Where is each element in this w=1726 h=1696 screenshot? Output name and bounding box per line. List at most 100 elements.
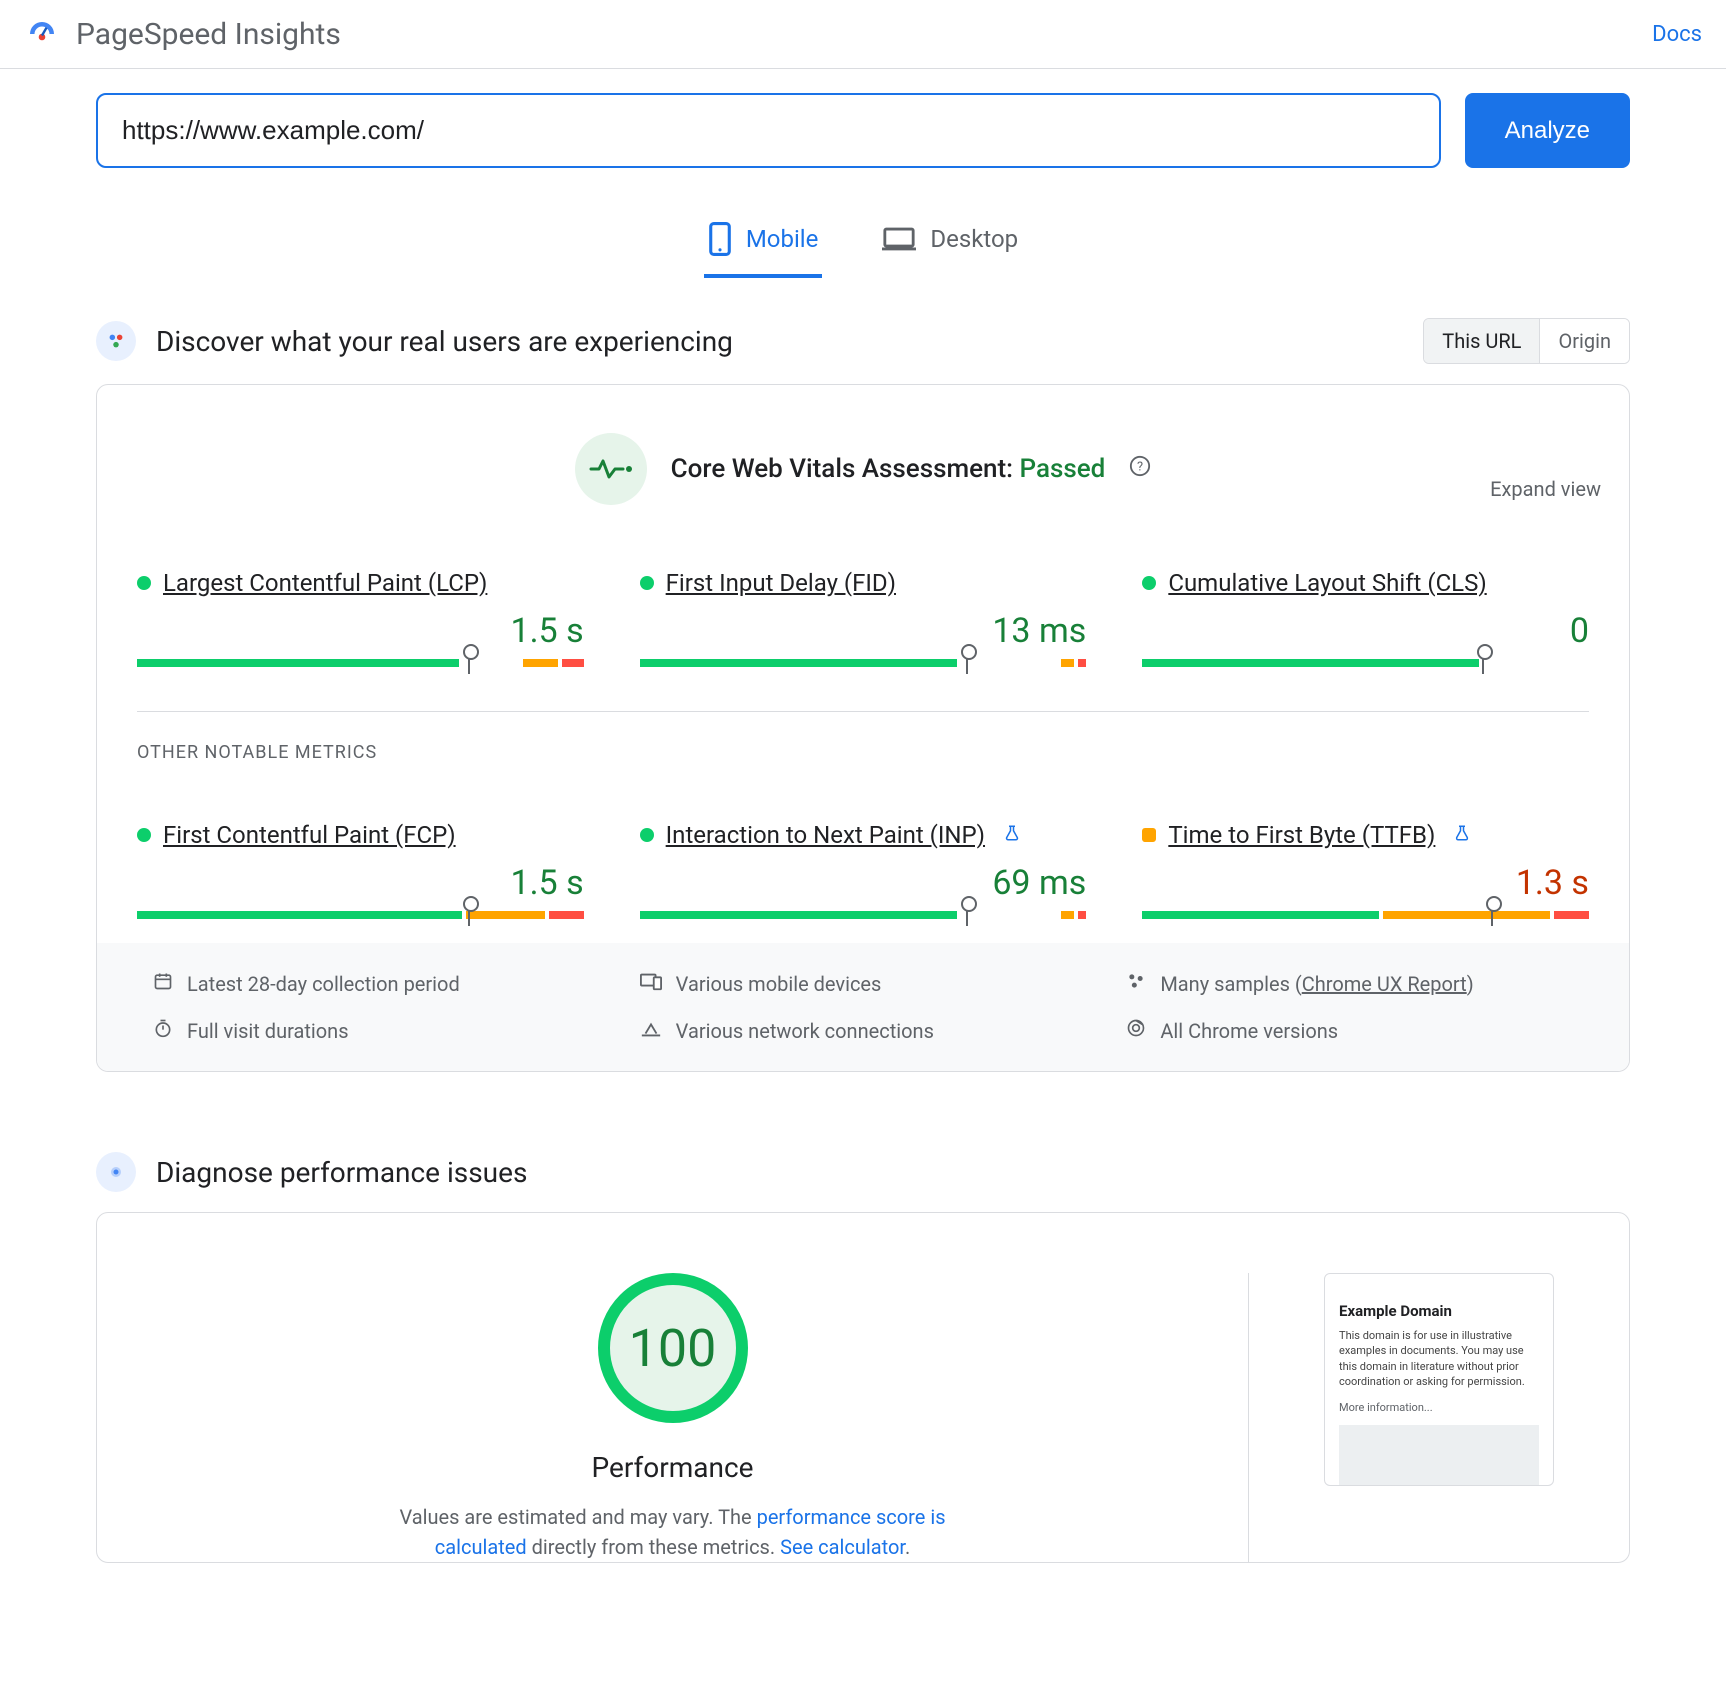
lab-section-header: Diagnose performance issues: [0, 1112, 1726, 1212]
percentile-marker: [468, 652, 470, 674]
percentile-marker: [1491, 904, 1493, 926]
tab-mobile[interactable]: Mobile: [704, 208, 823, 278]
preview-title: Example Domain: [1339, 1302, 1539, 1320]
metric-name[interactable]: Interaction to Next Paint (INP): [666, 821, 985, 849]
info-text: All Chrome versions: [1160, 1019, 1338, 1043]
info-item-chrome: All Chrome versions: [1126, 1018, 1573, 1043]
app-title: PageSpeed Insights: [76, 17, 341, 52]
desktop-icon: [882, 226, 916, 252]
analyze-button[interactable]: Analyze: [1465, 93, 1630, 168]
metric-name[interactable]: Cumulative Layout Shift (CLS): [1168, 569, 1486, 597]
field-section-title: Discover what your real users are experi…: [156, 325, 1403, 358]
tab-desktop[interactable]: Desktop: [878, 208, 1022, 278]
metric-name[interactable]: Time to First Byte (TTFB): [1168, 821, 1435, 849]
toggle-this-url[interactable]: This URL: [1424, 319, 1539, 363]
metric-value: 1.5 s: [137, 863, 584, 903]
metric-ttfb: Time to First Byte (TTFB) 1.3 s: [1142, 821, 1589, 919]
info-text: Full visit durations: [187, 1019, 349, 1043]
devices-icon: [640, 971, 662, 996]
chrome-icon: [1126, 1018, 1146, 1043]
cwv-banner: Core Web Vitals Assessment: Passed ? Exp…: [97, 385, 1629, 521]
status-dot: [137, 576, 151, 590]
docs-link[interactable]: Docs: [1652, 22, 1702, 47]
scope-toggle: This URL Origin: [1423, 318, 1630, 364]
info-text: Latest 28-day collection period: [187, 972, 460, 996]
preview-body: This domain is for use in illustrative e…: [1339, 1328, 1539, 1390]
metric-name[interactable]: First Input Delay (FID): [666, 569, 896, 597]
status-dot: [1142, 576, 1156, 590]
metric-lcp: Largest Contentful Paint (LCP) 1.5 s: [137, 569, 584, 667]
info-item-devices: Various mobile devices: [640, 971, 1087, 996]
preview-more: More information...: [1339, 1400, 1539, 1415]
performance-summary: 100 Performance Values are estimated and…: [137, 1273, 1249, 1562]
tab-mobile-label: Mobile: [746, 225, 819, 253]
distribution-bar: [640, 659, 1087, 667]
status-dot: [640, 576, 654, 590]
expand-view-link[interactable]: Expand view: [1490, 477, 1601, 501]
metric-value: 13 ms: [640, 611, 1087, 651]
perf-desc-suffix: .: [905, 1535, 910, 1559]
metric-value: 69 ms: [640, 863, 1087, 903]
distribution-bar: [137, 911, 584, 919]
performance-gauge: 100: [598, 1273, 748, 1423]
tab-desktop-label: Desktop: [930, 225, 1018, 253]
other-metrics-label: OTHER NOTABLE METRICS: [97, 712, 1629, 773]
cwv-label: Core Web Vitals Assessment:: [671, 454, 1020, 484]
mobile-icon: [708, 222, 732, 256]
lab-section-icon: [96, 1152, 136, 1192]
info-item-samples: Many samples (Chrome UX Report): [1126, 971, 1573, 996]
performance-label: Performance: [592, 1451, 754, 1484]
metric-value: 1.5 s: [137, 611, 584, 651]
screenshot-preview-container: Example Domain This domain is for use in…: [1289, 1273, 1589, 1562]
primary-metrics-grid: Largest Contentful Paint (LCP) 1.5 s Fir…: [97, 521, 1629, 691]
percentile-marker: [468, 904, 470, 926]
distribution-bar: [640, 911, 1087, 919]
preview-greyblock: [1339, 1425, 1539, 1485]
screenshot-preview: Example Domain This domain is for use in…: [1324, 1273, 1554, 1486]
distribution-bar: [137, 659, 584, 667]
svg-text:?: ?: [1137, 460, 1143, 475]
status-dot: [137, 828, 151, 842]
see-calculator-link[interactable]: See calculator: [780, 1535, 905, 1559]
lab-card: 100 Performance Values are estimated and…: [96, 1212, 1630, 1563]
percentile-marker: [966, 904, 968, 926]
metric-cls: Cumulative Layout Shift (CLS) 0: [1142, 569, 1589, 667]
info-text: Various network connections: [676, 1019, 934, 1043]
pagespeed-logo-icon: [24, 16, 60, 52]
field-info-bar: Latest 28-day collection period Various …: [97, 943, 1629, 1071]
metric-name[interactable]: Largest Contentful Paint (LCP): [163, 569, 487, 597]
metric-name[interactable]: First Contentful Paint (FCP): [163, 821, 456, 849]
device-tabs: Mobile Desktop: [0, 208, 1726, 278]
info-item-calendar: Latest 28-day collection period: [153, 971, 600, 996]
distribution-bar: [1142, 911, 1589, 919]
status-dot: [640, 828, 654, 842]
crux-report-link[interactable]: Chrome UX Report: [1302, 972, 1467, 996]
help-icon[interactable]: ?: [1129, 455, 1151, 483]
toggle-origin[interactable]: Origin: [1539, 319, 1629, 363]
field-data-card: Core Web Vitals Assessment: Passed ? Exp…: [96, 384, 1630, 1072]
info-item-network: Various network connections: [640, 1018, 1087, 1043]
info-text: Many samples (Chrome UX Report): [1160, 972, 1473, 996]
lab-section-title: Diagnose performance issues: [156, 1156, 1630, 1189]
calendar-icon: [153, 971, 173, 996]
metric-inp: Interaction to Next Paint (INP) 69 ms: [640, 821, 1087, 919]
other-metrics-grid: First Contentful Paint (FCP) 1.5 s Inter…: [97, 773, 1629, 943]
perf-desc-mid: directly from these metrics.: [527, 1535, 780, 1559]
distribution-bar: [1142, 659, 1589, 667]
percentile-marker: [1482, 652, 1484, 674]
timer-icon: [153, 1018, 173, 1043]
info-text: Various mobile devices: [676, 972, 882, 996]
perf-desc-prefix: Values are estimated and may vary. The: [399, 1505, 756, 1529]
info-item-timer: Full visit durations: [153, 1018, 600, 1043]
url-input[interactable]: [96, 93, 1441, 168]
metric-fcp: First Contentful Paint (FCP) 1.5 s: [137, 821, 584, 919]
status-dot: [1142, 828, 1156, 842]
percentile-marker: [966, 652, 968, 674]
top-bar: PageSpeed Insights Docs: [0, 0, 1726, 69]
field-section-header: Discover what your real users are experi…: [0, 278, 1726, 384]
network-icon: [640, 1019, 662, 1043]
samples-icon: [1126, 971, 1146, 996]
url-row: Analyze: [0, 69, 1726, 168]
cwv-status: Passed: [1020, 454, 1106, 484]
brand: PageSpeed Insights: [24, 16, 341, 52]
